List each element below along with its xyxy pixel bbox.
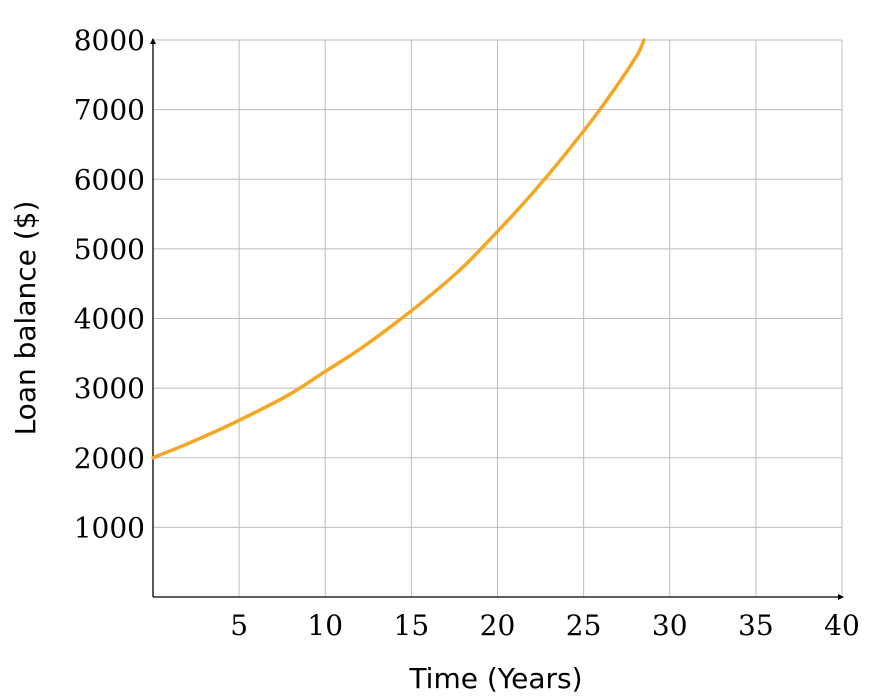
loan-balance-curve (151, 38, 646, 460)
x-tick-label-20: 20 (480, 609, 516, 642)
tick-labels: 5 10 15 20 25 30 35 40 1000 2000 3000 4000 5000 6000 7… (74, 24, 860, 642)
y-tick-label-8000: 8000 (74, 24, 145, 57)
x-tick-label-15: 15 (394, 609, 430, 642)
x-tick-label-10: 10 (307, 609, 343, 642)
axes (150, 38, 844, 600)
grid (153, 39, 843, 597)
y-tick-label-4000: 4000 (74, 303, 145, 336)
y-tick-label-7000: 7000 (74, 94, 145, 127)
x-tick-label-25: 25 (566, 609, 602, 642)
x-tick-label-30: 30 (652, 609, 688, 642)
x-tick-label-35: 35 (738, 609, 774, 642)
y-tick-label-3000: 3000 (74, 372, 145, 405)
y-tick-label-2000: 2000 (74, 442, 145, 475)
x-axis-title: Time (Years) (408, 662, 582, 695)
y-tick-label-5000: 5000 (74, 233, 145, 266)
x-tick-label-40: 40 (824, 609, 860, 642)
y-tick-label-6000: 6000 (74, 163, 145, 196)
y-tick-label-1000: 1000 (74, 511, 145, 544)
x-tick-label-5: 5 (230, 609, 248, 642)
y-axis-title: Loan balance ($) (9, 201, 42, 436)
series-layer (151, 38, 646, 460)
